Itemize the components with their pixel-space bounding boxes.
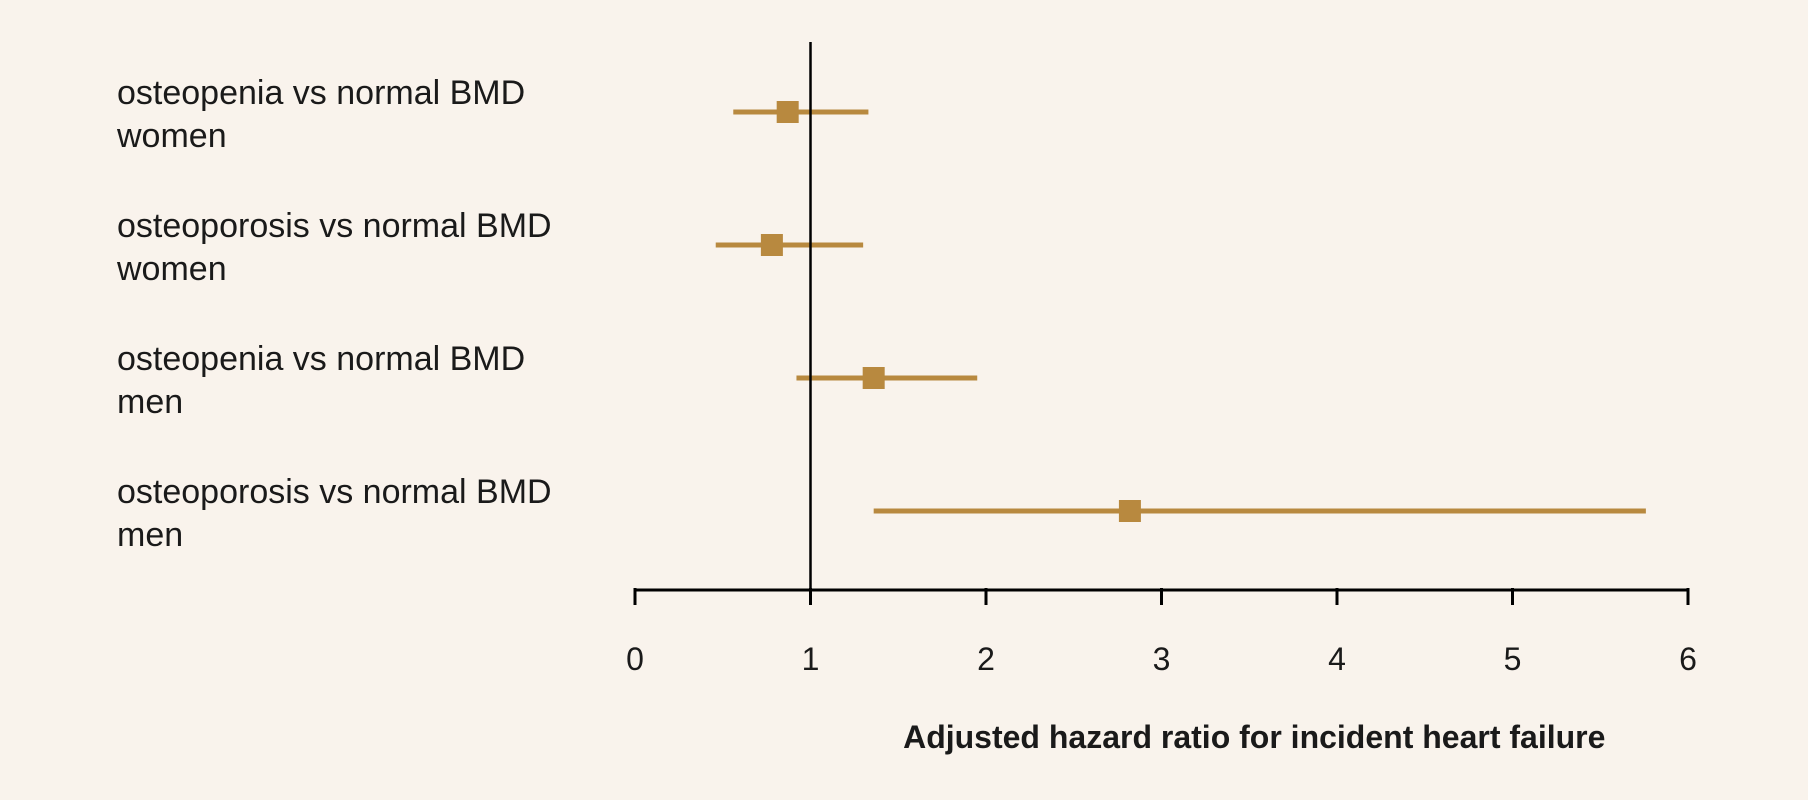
x-axis-ticks: 0 1 2 3 4 5 6 <box>626 588 1697 677</box>
point-estimate <box>760 234 783 256</box>
row-label-line2: men <box>117 383 183 421</box>
forest-row: osteoporosis vs normal BMD men <box>117 473 1646 554</box>
x-tick-label: 1 <box>802 641 820 677</box>
row-label-line1: osteopenia vs normal BMD <box>117 74 525 112</box>
forest-row: osteoporosis vs normal BMD women <box>116 207 864 288</box>
forest-rows: osteopenia vs normal BMDwomenosteoporosi… <box>116 74 1646 554</box>
x-axis-label: Adjusted hazard ratio for incident heart… <box>903 719 1605 755</box>
point-estimate <box>776 101 799 123</box>
x-tick-label: 6 <box>1679 641 1697 677</box>
x-tick-label: 4 <box>1328 641 1346 677</box>
x-tick-label: 2 <box>977 641 995 677</box>
x-tick-label: 0 <box>626 641 644 677</box>
x-tick-label: 3 <box>1153 641 1171 677</box>
forest-row: osteopenia vs normal BMD women <box>116 74 869 155</box>
row-label-line1: osteopenia vs normal BMD <box>117 340 525 378</box>
point-estimate <box>862 367 885 389</box>
point-estimate <box>1118 500 1141 522</box>
x-tick-label: 5 <box>1504 641 1522 677</box>
row-label-line2: men <box>117 516 183 554</box>
row-label-line2: women <box>116 117 227 155</box>
row-label-line1: osteoporosis vs normal BMD <box>117 473 552 511</box>
forest-row: osteopenia vs normal BMD men <box>117 340 978 421</box>
row-label-line1: osteoporosis vs normal BMD <box>117 207 552 245</box>
row-label-line2: women <box>116 250 227 288</box>
